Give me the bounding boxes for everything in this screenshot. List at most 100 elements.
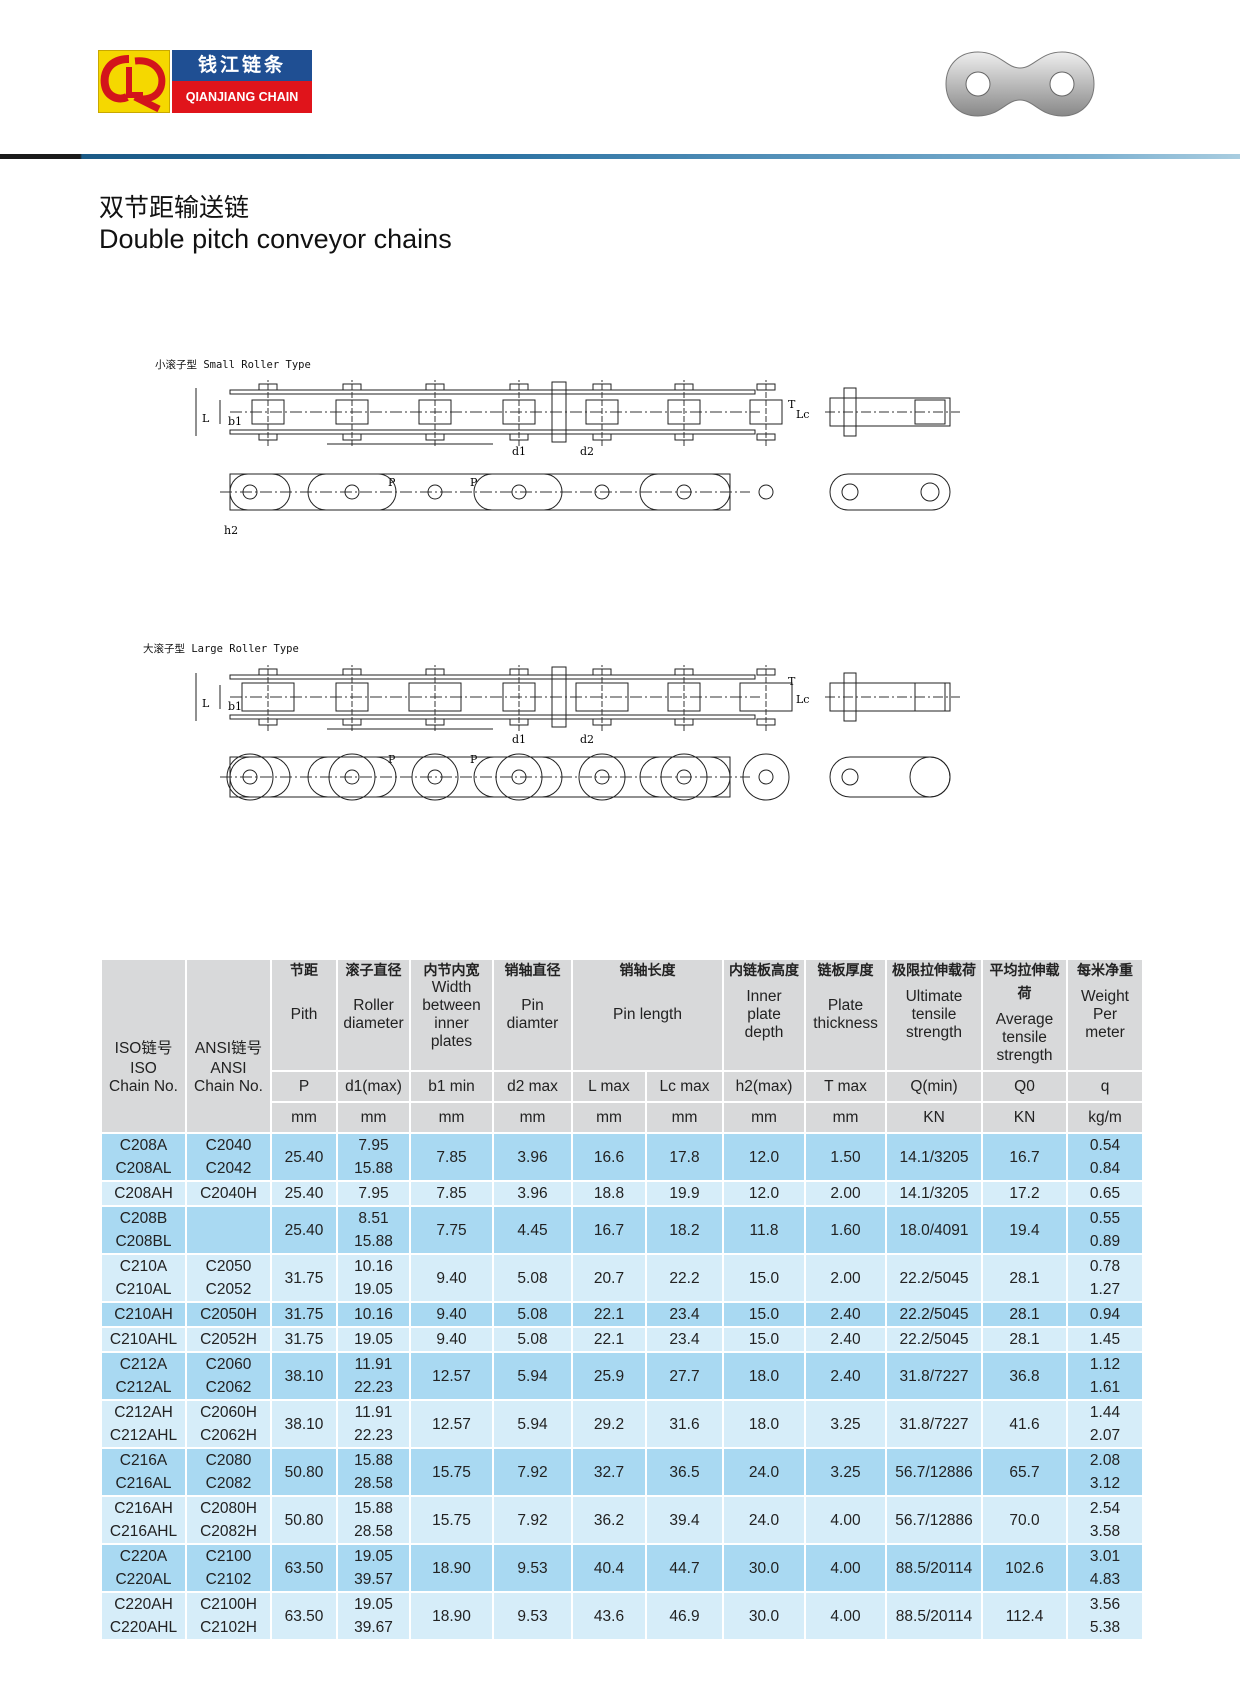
- cell-line: 19.05: [354, 1281, 393, 1298]
- table-cell: 22.2/5045: [885, 1301, 984, 1328]
- cell-line: C2062: [205, 1379, 252, 1396]
- cell-line: C212AH: [114, 1404, 173, 1421]
- pin-head: [674, 668, 694, 676]
- column-header-en: depth: [744, 1024, 784, 1041]
- cell-line: C216AHL: [109, 1523, 178, 1540]
- column-header-en: diameter: [343, 1015, 404, 1032]
- column-header-en: Plate: [827, 997, 864, 1014]
- pin-head: [258, 433, 278, 441]
- unit-cell: kg/m: [1066, 1101, 1145, 1134]
- cell-line: 22.23: [354, 1379, 393, 1396]
- table-cell: C216A C216AL: [100, 1447, 187, 1497]
- column-header-cn: 节距: [290, 963, 318, 979]
- pin-head: [425, 383, 445, 391]
- table-cell: 18.0/4091: [885, 1205, 984, 1255]
- cell-line: 2.07: [1089, 1427, 1121, 1444]
- brand-name-cn: 钱江链条: [172, 50, 312, 81]
- end-view-hole: [841, 483, 859, 501]
- large-roller: [742, 753, 790, 801]
- table-cell: 3.96: [492, 1180, 573, 1207]
- large-roller: [411, 753, 459, 801]
- cell-line: 3.56: [1089, 1596, 1121, 1613]
- column-header: 滚子直径 Roller diameter: [336, 958, 411, 1072]
- column-header-en-block: Pin diamter: [494, 983, 571, 1047]
- column-header-en: Pin length: [613, 1006, 682, 1023]
- ansi-chain-no-header: ANSI链号 ANSI Chain No.: [185, 958, 272, 1134]
- cell-line: 15.88: [354, 1233, 393, 1250]
- dim-label-L: L: [202, 697, 210, 710]
- table-cell: 2.00: [804, 1180, 888, 1207]
- table-row: C208A C208AL C2040 C2042 25.40 7.95 15.88 7.85 3…: [100, 1132, 1145, 1182]
- table-row: C212A C212AL C2060 C2062 38.10 11.91 22.23 12.5…: [100, 1351, 1145, 1401]
- table-cell: C2100H C2102H: [185, 1591, 272, 1641]
- unit-cell: mm: [722, 1101, 807, 1134]
- table-cell: 39.4: [644, 1495, 725, 1545]
- pin-head: [509, 433, 529, 441]
- large-roller: [328, 753, 376, 801]
- table-cell: 40.4: [571, 1543, 647, 1593]
- dim-label-P-1: P: [388, 476, 396, 489]
- pin-hole: [242, 769, 258, 785]
- table-cell: 65.7: [981, 1447, 1069, 1497]
- cell-line: 19.05: [354, 1548, 393, 1565]
- symbol-cell: h2(max): [722, 1070, 807, 1103]
- cell-line: C2100H: [200, 1596, 257, 1613]
- pin-hole: [242, 484, 258, 500]
- cell-line: C208BL: [115, 1233, 172, 1250]
- dim-label-P-2: P: [470, 753, 478, 766]
- column-header-en: meter: [1085, 1024, 1125, 1041]
- pin-head: [425, 433, 445, 441]
- table-cell: 18.0: [722, 1351, 807, 1401]
- column-header-en: diamter: [506, 1015, 559, 1032]
- ansi-header-en1: ANSI: [210, 1059, 247, 1077]
- unit-cell: mm: [804, 1101, 888, 1134]
- table-cell: 7.92: [492, 1495, 573, 1545]
- table-cell: 28.1: [981, 1253, 1069, 1303]
- table-cell: 10.16: [336, 1301, 411, 1328]
- cell-line: 3.01: [1089, 1548, 1121, 1565]
- table-cell: 41.6: [981, 1399, 1069, 1449]
- table-cell: 15.75: [409, 1495, 494, 1545]
- connecting-pin: [551, 381, 567, 443]
- side-plate: [229, 429, 756, 435]
- table-cell: 2.40: [804, 1351, 888, 1401]
- column-header: 链板厚度 Plate thickness: [804, 958, 888, 1072]
- table-cell: 9.40: [409, 1326, 494, 1353]
- table-cell: 31.8/7227: [885, 1399, 984, 1449]
- pin-head: [342, 668, 362, 676]
- table-cell: 22.1: [571, 1326, 647, 1353]
- column-header-en: tensile: [911, 1006, 957, 1023]
- unit-cell: mm: [571, 1101, 647, 1134]
- dim-label-b1: b1: [228, 415, 242, 428]
- table-cell: C220A C220AL: [100, 1543, 187, 1593]
- cell-line: C208A: [119, 1137, 168, 1154]
- table-cell: 0.78 1.27: [1066, 1253, 1145, 1303]
- table-cell: 5.94: [492, 1399, 573, 1449]
- pin-hole: [427, 769, 443, 785]
- table-header-row-labels: ISO链号 ISO Chain No. ANSI链号 ANSI Chain No. 节距 Pi…: [100, 958, 1145, 1134]
- dim-label-b1: b1: [228, 700, 242, 713]
- unit-cell: KN: [981, 1101, 1069, 1134]
- column-header-en: Pin: [521, 997, 544, 1014]
- column-header-en-block: Plate thickness: [806, 983, 885, 1047]
- dim-label-L: L: [202, 412, 210, 425]
- table-cell: 3.56 5.38: [1066, 1591, 1145, 1641]
- table-cell: 25.40: [270, 1132, 338, 1182]
- table-cell: C2050H: [185, 1301, 272, 1328]
- chain-link-plate-icon: [945, 51, 1095, 117]
- table-row: C210A C210AL C2050 C2052 31.75 10.16 19.05 9.40…: [100, 1253, 1145, 1303]
- cell-line: 11.91: [354, 1404, 393, 1421]
- cell-line: 0.84: [1089, 1160, 1121, 1177]
- table-cell: 18.90: [409, 1543, 494, 1593]
- column-header-cn: 内节内宽: [423, 963, 480, 979]
- plate-outline: [229, 756, 731, 798]
- column-header: 平均拉伸载荷 Average tensile strength: [981, 958, 1069, 1072]
- large-roller-type-label: 大滚子型 Large Roller Type: [143, 643, 299, 655]
- end-view-side-plate: [829, 756, 951, 798]
- pin-head: [592, 668, 612, 676]
- table-cell: 38.10: [270, 1351, 338, 1401]
- column-header-en: Roller: [353, 997, 394, 1014]
- cell-line: 1.12: [1089, 1356, 1121, 1373]
- cell-line: 15.88: [354, 1500, 393, 1517]
- table-cell: 7.95: [336, 1180, 411, 1207]
